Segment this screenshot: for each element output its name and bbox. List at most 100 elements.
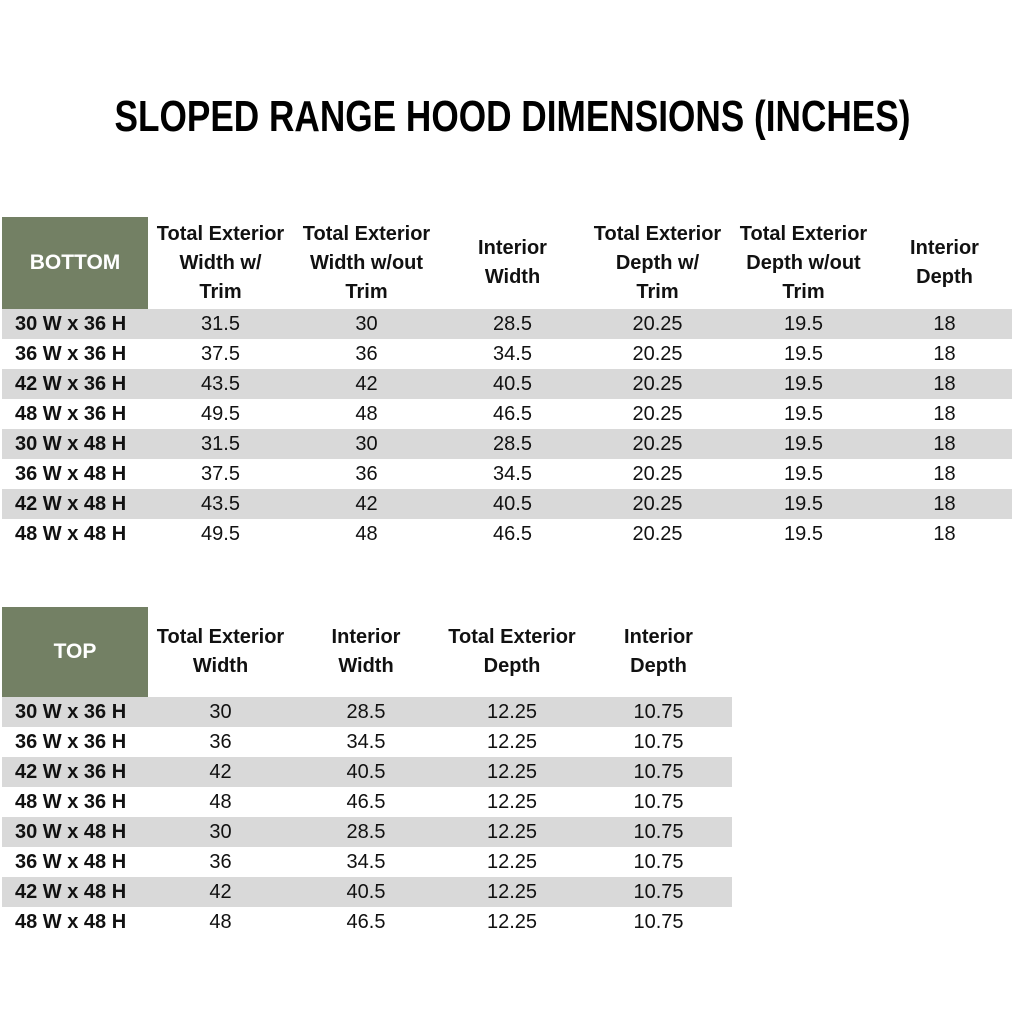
value-cell: 12.25 — [486, 731, 538, 753]
value-cell: 31.5 — [201, 313, 240, 335]
value-cell: 19.5 — [784, 463, 823, 485]
value-cell: 10.75 — [633, 761, 684, 783]
value-cell: 42 — [209, 881, 232, 903]
value-cell: 19.5 — [784, 523, 823, 545]
value-cell: 49.5 — [201, 523, 240, 545]
value-cell: 48 — [355, 523, 378, 545]
row-label: 42 W x 36 H — [15, 373, 127, 395]
value-cell: 28.5 — [346, 821, 386, 843]
top-table-header-row: TOP Total Exterior Width Interior Width … — [2, 607, 732, 697]
value-cell: 28.5 — [346, 701, 386, 723]
column-header-total-exterior-depth: Total Exterior Depth — [439, 607, 585, 697]
value-cell: 20.25 — [632, 493, 683, 515]
value-cell: 10.75 — [633, 791, 684, 813]
value-cell: 20.25 — [632, 433, 683, 455]
row-label: 36 W x 36 H — [15, 731, 127, 753]
header-line: Interior — [478, 237, 547, 259]
header-line: Depth w/ — [615, 251, 700, 274]
table-row: 30 W x 48 H 30 28.5 12.25 10.75 — [2, 817, 732, 847]
value-cell: 18 — [933, 403, 956, 425]
header-line: Interior — [624, 626, 693, 648]
value-cell: 36 — [209, 851, 232, 873]
header-line: Width — [192, 655, 249, 677]
value-cell: 12.25 — [486, 701, 538, 723]
value-cell: 30 — [355, 433, 378, 455]
value-cell: 10.75 — [633, 851, 684, 873]
value-cell: 19.5 — [784, 313, 823, 335]
value-cell: 37.5 — [201, 343, 240, 365]
row-label: 36 W x 36 H — [15, 343, 127, 365]
row-label: 48 W x 36 H — [15, 403, 127, 425]
page-title-text: SLOPED RANGE HOOD DIMENSIONS (INCHES) — [114, 92, 910, 141]
value-cell: 34.5 — [346, 731, 386, 753]
row-label: 42 W x 48 H — [15, 881, 127, 903]
header-line: Trim — [782, 280, 825, 303]
header-line: Total Exterior — [156, 222, 285, 245]
value-cell: 48 — [209, 911, 232, 933]
row-label: 30 W x 36 H — [15, 701, 127, 723]
row-label: 36 W x 48 H — [15, 851, 127, 873]
column-header-total-exterior-width-wout-trim: Total Exterior Width w/out Trim — [293, 217, 440, 309]
value-cell: 19.5 — [784, 493, 823, 515]
value-cell: 43.5 — [201, 373, 240, 395]
value-cell: 34.5 — [493, 463, 532, 485]
value-cell: 12.25 — [486, 821, 538, 843]
header-line: Interior — [910, 237, 979, 259]
value-cell: 31.5 — [201, 433, 240, 455]
header-line: Depth — [630, 655, 687, 677]
value-cell: 46.5 — [493, 403, 532, 425]
column-header-total-exterior-depth-w-trim: Total Exterior Depth w/ Trim — [585, 217, 730, 309]
value-cell: 12.25 — [486, 911, 538, 933]
value-cell: 10.75 — [633, 821, 684, 843]
row-label: 48 W x 36 H — [15, 791, 127, 813]
bottom-dimensions-table: BOTTOM Total Exterior Width w/ Trim Tota… — [2, 217, 1012, 549]
header-line: Trim — [345, 280, 388, 303]
value-cell: 18 — [933, 493, 956, 515]
value-cell: 30 — [209, 821, 232, 843]
table-row: 36 W x 36 H 36 34.5 12.25 10.75 — [2, 727, 732, 757]
page-title: SLOPED RANGE HOOD DIMENSIONS (INCHES) — [0, 92, 1024, 142]
value-cell: 42 — [355, 373, 378, 395]
value-cell: 40.5 — [493, 493, 532, 515]
row-label: 48 W x 48 H — [15, 911, 127, 933]
value-cell: 42 — [209, 761, 232, 783]
table-row: 42 W x 48 H 43.5 42 40.5 20.25 19.5 18 — [2, 489, 1012, 519]
column-header-interior-depth: Interior Depth — [585, 607, 732, 697]
header-line: Width w/ — [179, 251, 262, 274]
value-cell: 40.5 — [346, 761, 386, 783]
value-cell: 40.5 — [493, 373, 532, 395]
header-line: Interior — [331, 626, 401, 648]
table-row: 42 W x 36 H 42 40.5 12.25 10.75 — [2, 757, 732, 787]
value-cell: 18 — [933, 343, 956, 365]
table-row: 36 W x 36 H 37.5 36 34.5 20.25 19.5 18 — [2, 339, 1012, 369]
header-line: Width — [484, 266, 541, 288]
value-cell: 19.5 — [784, 343, 823, 365]
value-cell: 30 — [209, 701, 232, 723]
table-row: 30 W x 36 H 31.5 30 28.5 20.25 19.5 18 — [2, 309, 1012, 339]
column-header-interior-width: Interior Width — [293, 607, 439, 697]
value-cell: 10.75 — [633, 911, 684, 933]
row-label: 36 W x 48 H — [15, 463, 127, 485]
value-cell: 20.25 — [632, 373, 683, 395]
value-cell: 10.75 — [633, 731, 684, 753]
value-cell: 12.25 — [486, 881, 538, 903]
value-cell: 34.5 — [346, 851, 386, 873]
header-line: Depth — [916, 266, 973, 288]
value-cell: 18 — [933, 523, 956, 545]
table-row: 42 W x 36 H 43.5 42 40.5 20.25 19.5 18 — [2, 369, 1012, 399]
value-cell: 48 — [355, 403, 378, 425]
value-cell: 30 — [355, 313, 378, 335]
value-cell: 18 — [933, 463, 956, 485]
value-cell: 37.5 — [201, 463, 240, 485]
value-cell: 18 — [933, 313, 956, 335]
value-cell: 49.5 — [201, 403, 240, 425]
value-cell: 36 — [355, 463, 378, 485]
value-cell: 20.25 — [632, 463, 683, 485]
header-line: Total Exterior — [593, 222, 722, 245]
value-cell: 34.5 — [493, 343, 532, 365]
value-cell: 18 — [933, 433, 956, 455]
header-line: Width w/out — [309, 251, 424, 274]
column-header-interior-width: Interior Width — [440, 217, 585, 309]
column-header-interior-depth: Interior Depth — [877, 217, 1012, 309]
